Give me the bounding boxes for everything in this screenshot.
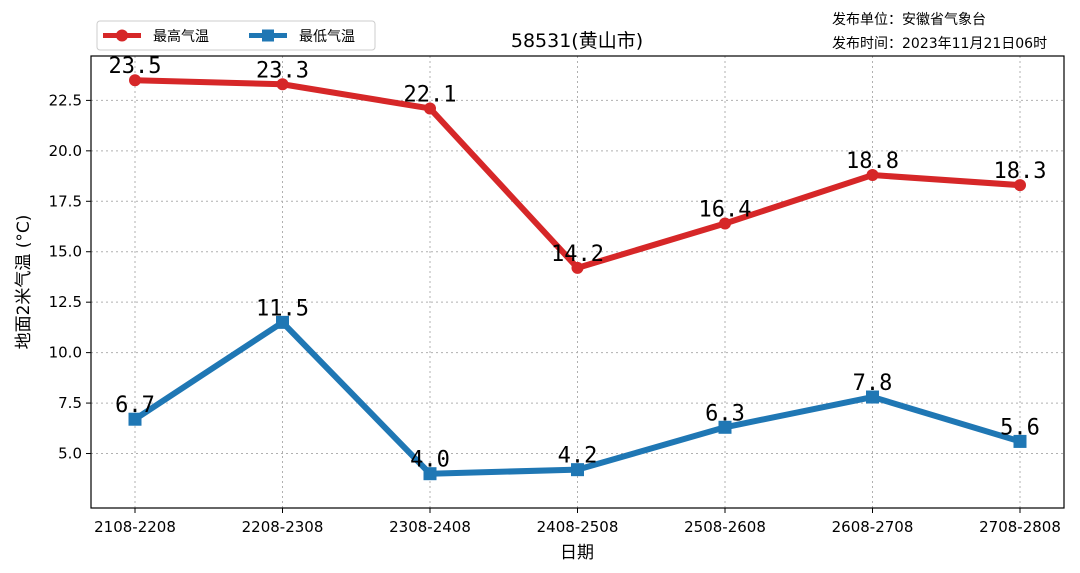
data-label-min: 11.5	[256, 296, 309, 321]
data-label-min: 7.8	[853, 371, 893, 396]
data-label-max: 23.3	[256, 58, 309, 83]
y-tick-label: 10.0	[49, 344, 82, 362]
data-point-min	[423, 467, 437, 481]
y-tick-label: 17.5	[49, 192, 82, 210]
data-label-min: 5.6	[1000, 415, 1040, 440]
y-tick-label: 20.0	[49, 142, 82, 160]
data-label-min: 4.2	[558, 444, 598, 469]
data-point-min	[1013, 434, 1027, 448]
data-point-min	[718, 420, 732, 434]
data-label-min: 4.0	[410, 448, 450, 473]
x-axis-title: 日期	[560, 543, 594, 563]
data-label-max: 22.1	[404, 82, 457, 107]
data-label-max: 18.8	[846, 149, 899, 174]
x-tick-label: 2508-2608	[684, 518, 766, 536]
x-tick-label: 2608-2708	[832, 518, 914, 536]
legend: 最高气温 最低气温	[96, 20, 376, 51]
data-point-max	[571, 261, 584, 274]
grid-layer	[91, 56, 1064, 508]
data-labels-layer: 23.5 23.3 22.1 14.2 16.4 18.8 18.3 6.7 11.5 4.0 4.…	[109, 54, 1047, 472]
data-point-max	[1014, 179, 1026, 192]
x-tick-label: 2408-2508	[537, 518, 619, 536]
chart-title: 58531(黄山市)	[511, 30, 643, 52]
legend-max-label: 最高气温	[153, 28, 209, 45]
x-tick-label: 2108-2208	[94, 518, 176, 536]
data-point-max	[276, 78, 289, 91]
data-label-max: 23.5	[109, 54, 162, 79]
x-tick-label: 2308-2408	[389, 518, 471, 536]
publisher-text: 发布单位：安徽省气象台	[832, 12, 986, 28]
x-tick-label: 2708-2808	[979, 518, 1061, 536]
data-point-min	[276, 315, 289, 329]
legend-max-marker	[116, 29, 128, 42]
y-tick-label: 12.5	[49, 293, 82, 311]
legend-box	[96, 20, 376, 51]
y-axis-title: 地面2米气温 (°C)	[14, 215, 34, 350]
y-tick-label: 22.5	[49, 91, 82, 109]
data-point-min	[866, 390, 879, 404]
series-layer	[128, 74, 1027, 481]
data-point-max	[866, 169, 879, 182]
data-point-min	[128, 412, 142, 426]
data-point-min	[571, 463, 584, 477]
data-label-max: 18.3	[994, 159, 1047, 184]
ticks-layer: 5.0 7.5 10.0 12.5 15.0 17.5 20.0 22.5 2108-2208 2…	[49, 91, 1061, 536]
data-point-max	[424, 102, 436, 115]
x-tick-label: 2208-2308	[242, 518, 324, 536]
data-point-max	[129, 74, 141, 87]
publish-time-text: 发布时间：2023年11月21日06时	[832, 36, 1047, 52]
y-tick-label: 15.0	[49, 243, 82, 261]
data-label-min: 6.7	[115, 393, 155, 418]
y-tick-label: 5.0	[58, 445, 82, 463]
data-point-max	[719, 217, 731, 230]
y-tick-label: 7.5	[58, 394, 82, 412]
data-label-max: 16.4	[699, 197, 752, 222]
legend-min-label: 最低气温	[299, 29, 355, 45]
data-label-min: 6.3	[705, 401, 745, 426]
legend-min-marker	[262, 29, 274, 42]
data-label-max: 14.2	[551, 242, 604, 267]
